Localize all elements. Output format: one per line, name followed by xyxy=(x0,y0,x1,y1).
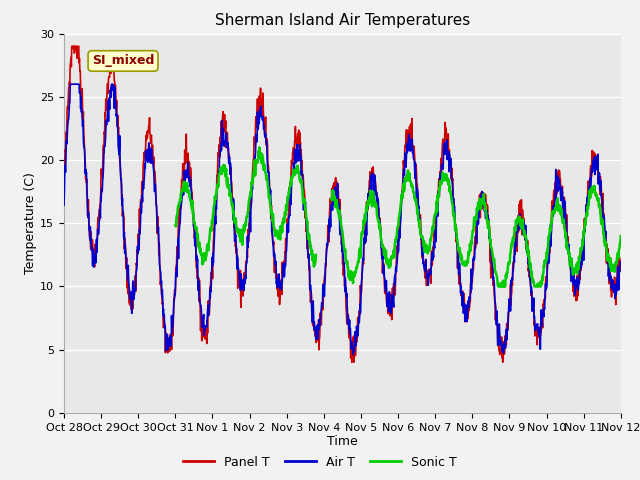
Y-axis label: Temperature (C): Temperature (C) xyxy=(24,172,37,274)
Legend: Panel T, Air T, Sonic T: Panel T, Air T, Sonic T xyxy=(178,451,462,474)
X-axis label: Time: Time xyxy=(327,435,358,448)
Text: SI_mixed: SI_mixed xyxy=(92,54,154,68)
Title: Sherman Island Air Temperatures: Sherman Island Air Temperatures xyxy=(215,13,470,28)
